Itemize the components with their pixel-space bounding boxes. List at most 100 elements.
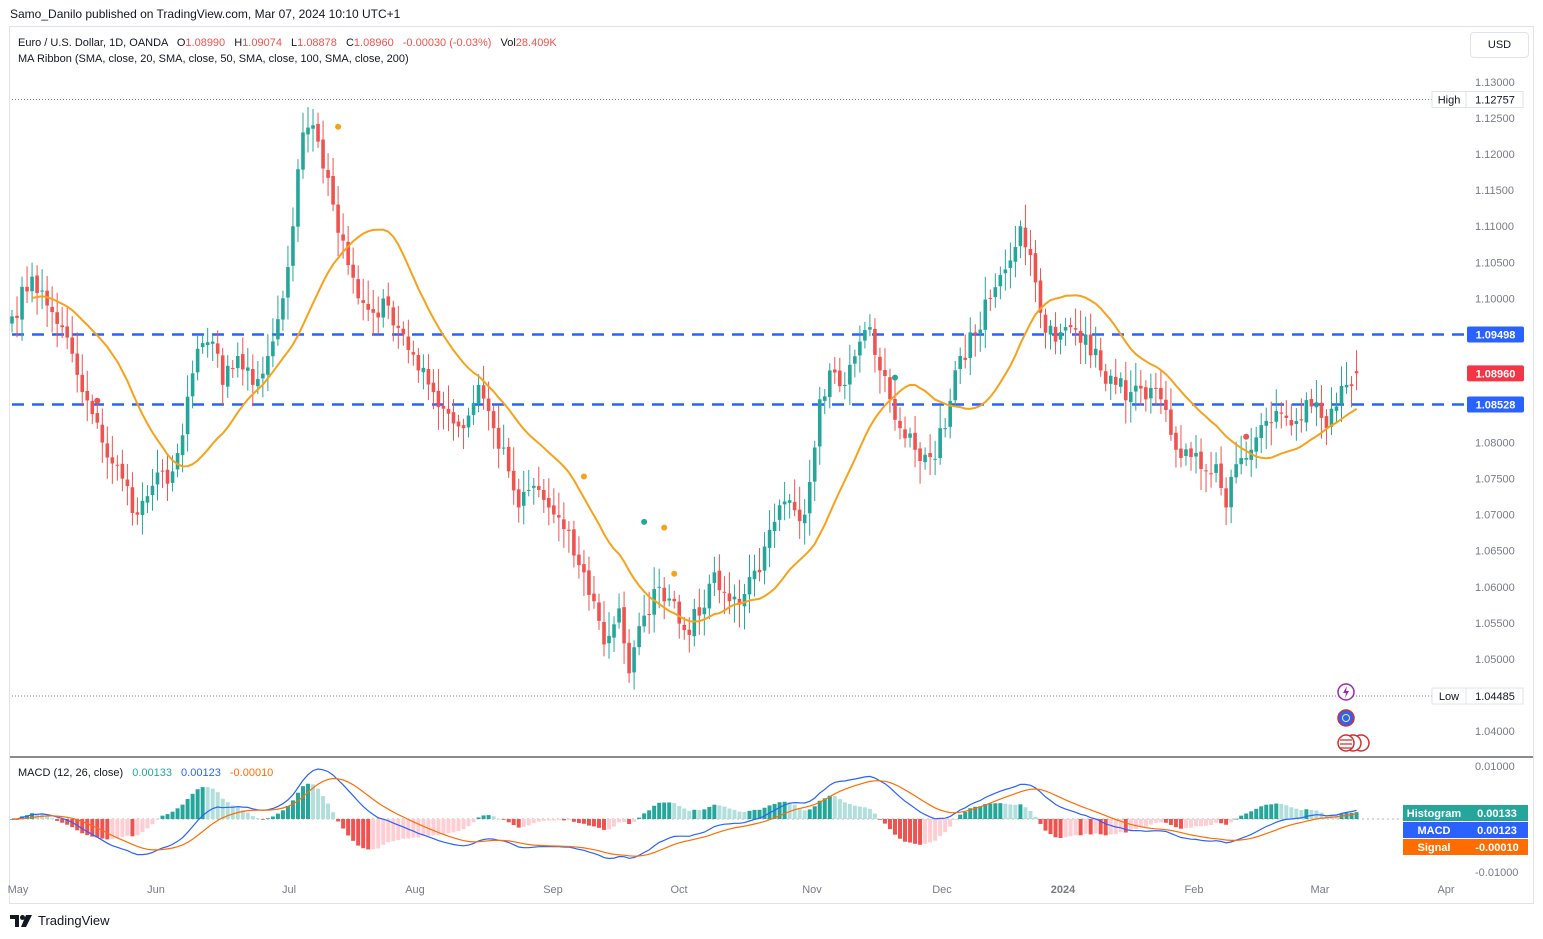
macd-histogram-bar bbox=[50, 818, 55, 820]
time-tick-label: Aug bbox=[405, 884, 425, 896]
candle-body bbox=[792, 501, 797, 511]
candle-body bbox=[918, 448, 922, 461]
candle-body bbox=[1123, 380, 1128, 401]
candle-body bbox=[1224, 488, 1228, 508]
candle bbox=[416, 347, 421, 383]
candle bbox=[687, 617, 692, 653]
candle-body bbox=[893, 398, 897, 420]
macd-histogram-bar bbox=[1003, 803, 1008, 819]
candle-body bbox=[827, 370, 832, 398]
candle-body bbox=[998, 274, 1003, 287]
event-icons[interactable] bbox=[1337, 683, 1370, 752]
macd-histogram-bar bbox=[245, 812, 250, 819]
macd-histogram-bar bbox=[476, 817, 481, 819]
macd-histogram-bar bbox=[697, 809, 702, 819]
macd-histogram-bar bbox=[657, 802, 662, 819]
candle-body bbox=[286, 267, 290, 298]
candle-body bbox=[1108, 375, 1113, 384]
candle-body bbox=[110, 457, 115, 464]
macd-histogram-bar bbox=[436, 819, 441, 836]
macd-histogram-bar bbox=[431, 819, 436, 836]
candle bbox=[622, 591, 626, 664]
macd-histogram-bar bbox=[1178, 819, 1183, 829]
candle bbox=[988, 289, 993, 312]
macd-histogram-bar bbox=[341, 819, 346, 829]
candle-body bbox=[948, 400, 952, 427]
support-price-tag: 1.08528 bbox=[1467, 396, 1524, 413]
candle-body bbox=[722, 591, 727, 593]
candle-body bbox=[772, 521, 777, 532]
currency-button[interactable]: USD bbox=[1470, 32, 1529, 58]
candle bbox=[1078, 310, 1083, 364]
macd-histogram-bar bbox=[953, 819, 958, 821]
candle-body bbox=[752, 570, 757, 580]
candle-body bbox=[602, 621, 606, 645]
macd-histogram-bar bbox=[682, 808, 687, 819]
candle-body bbox=[25, 286, 29, 292]
candle-body bbox=[225, 365, 230, 387]
candle-body bbox=[762, 546, 767, 571]
candle bbox=[667, 584, 672, 607]
candle-body bbox=[627, 642, 631, 674]
candle-body bbox=[140, 500, 145, 515]
candle bbox=[1259, 413, 1264, 454]
candle bbox=[180, 423, 185, 473]
us-flag-icon[interactable] bbox=[1337, 734, 1355, 752]
macd-histogram-bar bbox=[928, 819, 933, 843]
macd-histogram-bar bbox=[381, 819, 386, 845]
time-tick-label: Mar bbox=[1311, 884, 1330, 896]
candle bbox=[878, 347, 882, 394]
macd-histogram-bar bbox=[1048, 819, 1053, 835]
candle-body bbox=[1128, 392, 1133, 403]
candle bbox=[1013, 225, 1018, 278]
macd-histogram-bar bbox=[1294, 808, 1299, 819]
resistance-price-tag: 1.09498 bbox=[1467, 326, 1524, 343]
candle bbox=[1113, 358, 1118, 395]
macd-histogram-bar bbox=[722, 806, 727, 819]
candle bbox=[1214, 452, 1218, 483]
macd-histogram-bar bbox=[742, 811, 747, 819]
candle bbox=[1294, 408, 1299, 441]
eu-flag-icon[interactable] bbox=[1337, 709, 1355, 727]
candle bbox=[923, 447, 927, 470]
macd-histogram-tag: Histogram 0.00133 bbox=[1403, 805, 1528, 821]
candle bbox=[657, 568, 661, 609]
candle-body bbox=[1289, 420, 1294, 426]
macd-histogram-bar bbox=[1103, 819, 1108, 836]
macd-histogram-bar bbox=[892, 819, 897, 835]
macd-histogram-bar bbox=[456, 819, 461, 831]
candle-body bbox=[190, 373, 195, 397]
candle-body bbox=[632, 647, 636, 673]
macd-histogram-bar bbox=[160, 815, 165, 819]
macd-signal-tag-value-bg bbox=[1466, 839, 1528, 855]
candle bbox=[506, 437, 511, 478]
candle-body bbox=[1209, 473, 1213, 475]
macd-histogram-bar bbox=[1199, 819, 1204, 827]
candle bbox=[607, 612, 611, 659]
candle-body bbox=[461, 425, 466, 429]
candle bbox=[928, 434, 932, 476]
time-tick-label: Nov bbox=[802, 884, 822, 896]
candle bbox=[1254, 426, 1259, 469]
candle-body bbox=[180, 435, 185, 456]
macd-histogram-bar bbox=[576, 819, 581, 824]
macd-histogram-bar bbox=[521, 819, 526, 827]
macd-histogram-bar bbox=[1043, 819, 1048, 831]
macd-histogram-bar bbox=[677, 805, 682, 819]
legend-h-label: H bbox=[234, 37, 242, 49]
candle bbox=[90, 394, 95, 425]
candle bbox=[20, 276, 24, 341]
candle-body bbox=[55, 312, 59, 324]
candle-body bbox=[617, 608, 621, 623]
candle-body bbox=[80, 374, 85, 393]
candle bbox=[913, 415, 917, 468]
candle-body bbox=[391, 307, 396, 326]
candle-body bbox=[1008, 260, 1013, 268]
candle bbox=[371, 289, 376, 336]
candle-body bbox=[802, 514, 807, 524]
time-axis: May Jun Jul Aug Sep Oct Nov Dec 2024 Feb Mar Apr bbox=[8, 884, 1455, 896]
candle-body bbox=[20, 286, 24, 320]
signal-marker bbox=[661, 524, 668, 531]
macd-histogram-bar bbox=[516, 819, 521, 828]
